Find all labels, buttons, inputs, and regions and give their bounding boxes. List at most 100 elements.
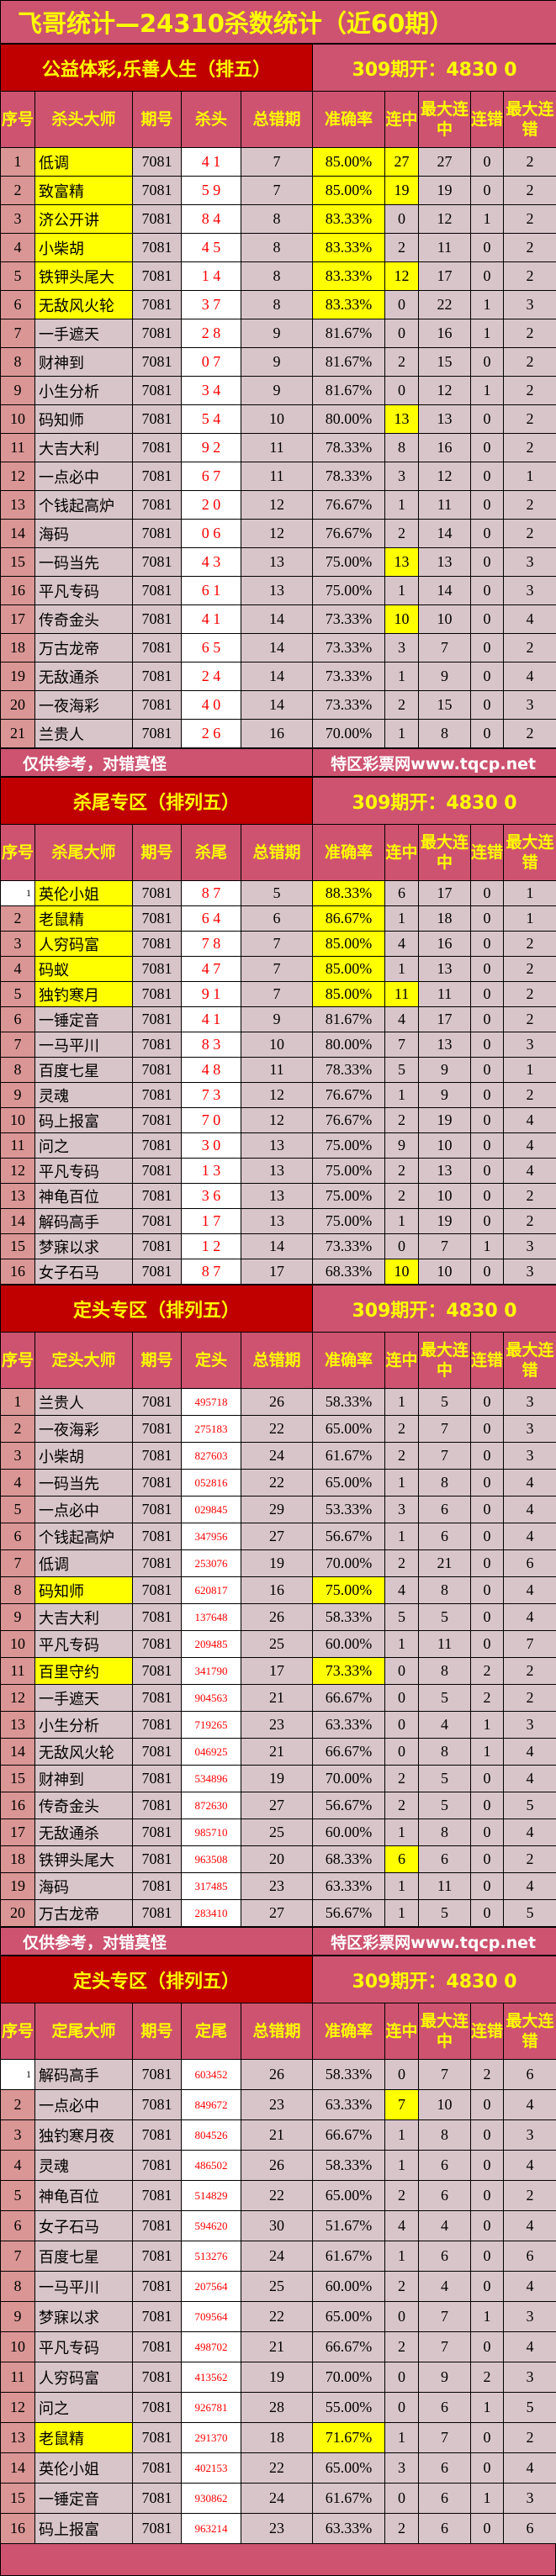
win-streak-cell: 12 [385,262,419,291]
period-cell: 7081 [133,1416,182,1443]
column-header: 杀尾大师 [35,825,133,881]
period-cell: 7081 [133,1234,182,1259]
total-errors-cell: 26 [241,2151,313,2181]
column-header: 定尾大师 [35,2003,133,2060]
total-errors-cell: 23 [241,2090,313,2120]
pick-cell: 8 3 [182,1032,241,1058]
seq-cell: 3 [1,2120,35,2151]
master-name-cell: 海码 [35,520,133,548]
miss-streak-cell: 0 [471,1184,504,1209]
column-header: 杀头 [182,92,241,148]
seq-cell: 14 [1,2453,35,2484]
period-cell: 7081 [133,205,182,234]
pick-cell: 7 3 [182,1083,241,1108]
master-name-cell: 小生分析 [35,377,133,405]
period-cell: 7081 [133,605,182,634]
seq-cell: 20 [1,691,35,720]
total-errors-cell: 7 [241,932,313,957]
draw-result: 309期开：4830 0 [313,45,556,92]
max-win-streak-cell: 13 [419,548,471,577]
seq-cell: 13 [1,1184,35,1209]
max-miss-streak-cell: 2 [504,148,556,177]
total-errors-cell: 14 [241,1234,313,1259]
total-errors-cell: 27 [241,1900,313,1927]
seq-cell: 13 [1,2423,35,2453]
pick-cell: 3 0 [182,1133,241,1159]
max-miss-streak-cell: 2 [504,2423,556,2453]
period-cell: 7081 [133,720,182,748]
max-win-streak-cell: 6 [419,2241,471,2272]
max-win-streak-cell: 6 [419,2151,471,2181]
column-header: 期号 [133,92,182,148]
max-win-streak-cell: 12 [419,462,471,491]
max-miss-streak-cell: 3 [504,1712,556,1739]
miss-streak-cell: 0 [471,1159,504,1184]
max-win-streak-cell: 4 [419,1712,471,1739]
miss-streak-cell: 0 [471,1900,504,1927]
total-errors-cell: 13 [241,1133,313,1159]
max-win-streak-cell: 6 [419,1497,471,1523]
master-name-cell: 独钓寒月夜 [35,2120,133,2151]
win-streak-cell: 2 [385,2514,419,2544]
miss-streak-cell: 0 [471,2181,504,2211]
miss-streak-cell: 0 [471,434,504,462]
master-name-cell: 低调 [35,1550,133,1577]
miss-streak-cell: 1 [471,205,504,234]
pick-cell: 283410 [182,1900,241,1927]
accuracy-cell: 76.67% [313,1108,385,1133]
site-link[interactable]: 特区彩票网www.tqcp.net [313,1928,556,1956]
win-streak-cell: 0 [385,1712,419,1739]
total-errors-cell: 18 [241,2423,313,2453]
seq-cell: 11 [1,1658,35,1685]
bottom-bar [0,2544,556,2576]
max-miss-streak-cell: 3 [504,2484,556,2514]
max-miss-streak-cell: 5 [504,1792,556,1819]
site-link[interactable]: 特区彩票网www.tqcp.net [313,749,556,777]
win-streak-cell: 9 [385,1133,419,1159]
miss-streak-cell: 0 [471,577,504,605]
pick-cell: 7 8 [182,932,241,957]
footer-bar: 仅供参考，对错莫怪特区彩票网www.tqcp.net [0,1927,556,1956]
master-name-cell: 无敌通杀 [35,662,133,691]
pick-cell: 209485 [182,1631,241,1658]
win-streak-cell: 27 [385,148,419,177]
accuracy-cell: 86.67% [313,906,385,932]
accuracy-cell: 81.67% [313,319,385,348]
accuracy-cell: 85.00% [313,177,385,205]
accuracy-cell: 65.00% [313,1416,385,1443]
master-name-cell: 平凡专码 [35,1631,133,1658]
pick-cell: 046925 [182,1739,241,1766]
master-name-cell: 梦寐以求 [35,2302,133,2332]
column-header-row: 序号定尾大师期号定尾总错期准确率连中最大连中连错最大连错 [1,2003,556,2060]
total-errors-cell: 9 [241,348,313,377]
max-win-streak-cell: 19 [419,177,471,205]
miss-streak-cell: 2 [471,2362,504,2393]
period-cell: 7081 [133,2514,182,2544]
miss-streak-cell: 0 [471,2514,504,2544]
max-miss-streak-cell: 2 [504,1083,556,1108]
pick-cell: 291370 [182,2423,241,2453]
max-win-streak-cell: 11 [419,1631,471,1658]
accuracy-cell: 83.33% [313,205,385,234]
accuracy-cell: 83.33% [313,291,385,319]
accuracy-cell: 81.67% [313,1007,385,1032]
miss-streak-cell: 0 [471,1604,504,1631]
column-header: 连中 [385,2003,419,2060]
seq-cell: 10 [1,1108,35,1133]
period-cell: 7081 [133,1032,182,1058]
period-cell: 7081 [133,2211,182,2241]
period-cell: 7081 [133,881,182,906]
pick-cell: 904563 [182,1685,241,1712]
master-name-cell: 海码 [35,1873,133,1900]
period-cell: 7081 [133,291,182,319]
period-cell: 7081 [133,2241,182,2272]
period-cell: 7081 [133,2090,182,2120]
